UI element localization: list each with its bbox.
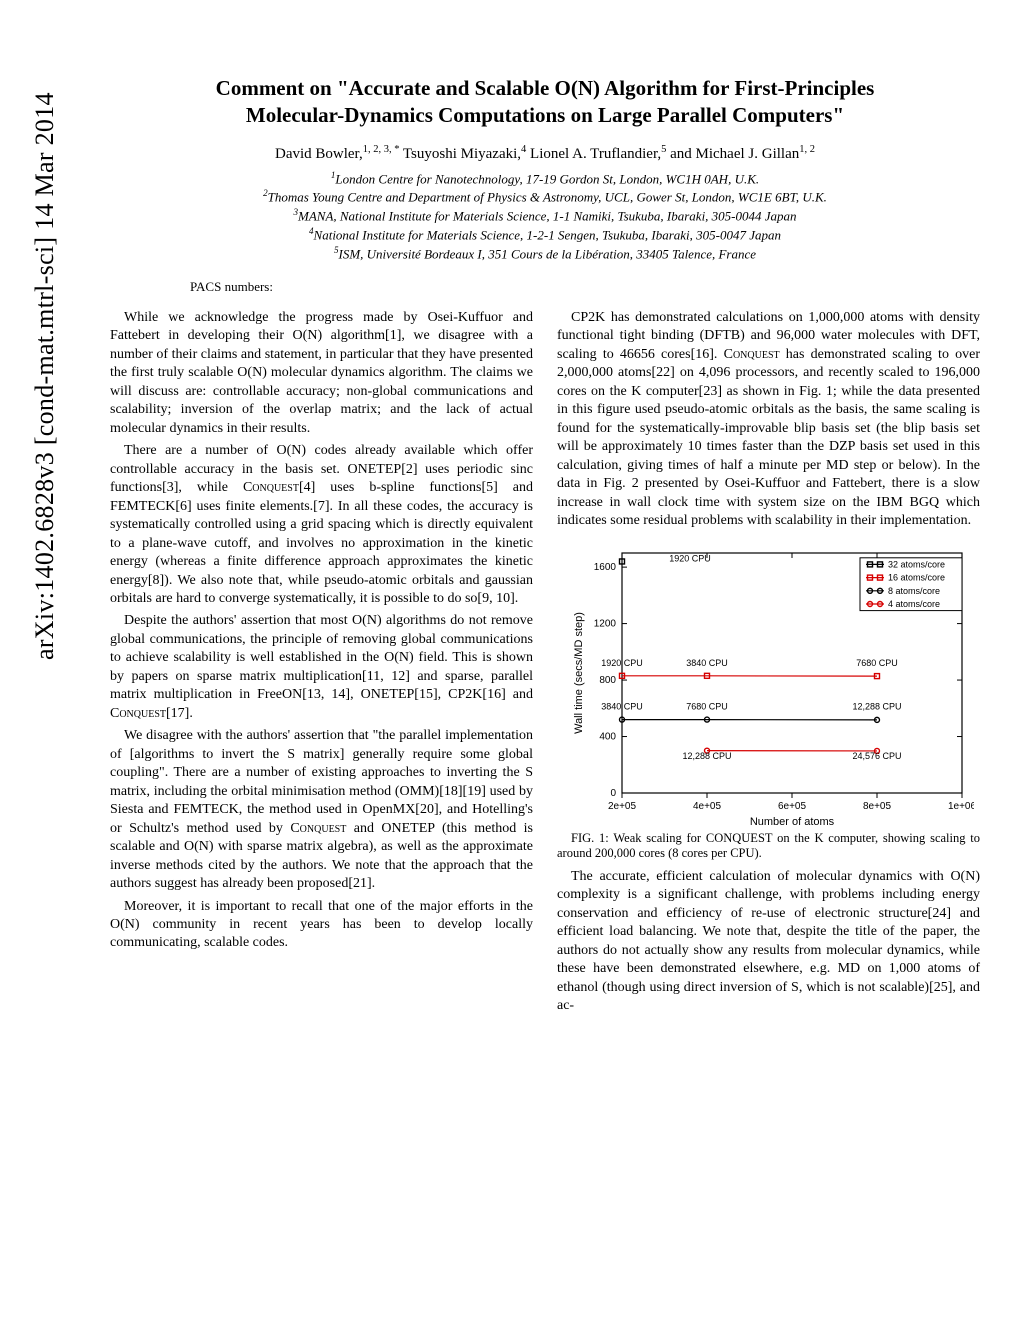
- svg-text:0: 0: [610, 788, 616, 799]
- svg-text:1200: 1200: [593, 618, 616, 629]
- svg-text:24,576 CPU: 24,576 CPU: [852, 751, 901, 761]
- svg-text:3840 CPU: 3840 CPU: [601, 701, 643, 711]
- affiliations: 1London Centre for Nanotechnology, 17-19…: [140, 169, 950, 263]
- figure-1-caption: FIG. 1: Weak scaling for CONQUEST on the…: [557, 831, 980, 862]
- svg-text:Number of atoms: Number of atoms: [749, 816, 834, 828]
- left-column: While we acknowledge the progress made b…: [110, 309, 533, 1020]
- pacs-line: PACS numbers:: [190, 279, 980, 295]
- para-l4: We disagree with the authors' assertion …: [110, 727, 533, 893]
- svg-text:4e+05: 4e+05: [692, 801, 721, 812]
- page-content: Comment on "Accurate and Scalable O(N) A…: [110, 0, 980, 1020]
- title-line-2: Molecular-Dynamics Computations on Large…: [246, 103, 844, 127]
- para-r1: CP2K has demonstrated calculations on 1,…: [557, 309, 980, 531]
- svg-text:4 atoms/core: 4 atoms/core: [888, 599, 940, 609]
- svg-text:3840 CPU: 3840 CPU: [686, 658, 728, 668]
- svg-text:1e+06: 1e+06: [947, 801, 973, 812]
- affil-3: 3MANA, National Institute for Materials …: [140, 206, 950, 225]
- svg-text:6e+05: 6e+05: [777, 801, 806, 812]
- svg-text:16 atoms/core: 16 atoms/core: [888, 572, 945, 582]
- title-line-1: Comment on "Accurate and Scalable O(N) A…: [216, 76, 875, 100]
- svg-text:7680 CPU: 7680 CPU: [856, 658, 898, 668]
- svg-text:1920 CPU: 1920 CPU: [601, 658, 643, 668]
- svg-text:Wall time (secs/MD step): Wall time (secs/MD step): [573, 612, 585, 734]
- para-l2: There are a number of O(N) codes already…: [110, 442, 533, 608]
- right-column: CP2K has demonstrated calculations on 1,…: [557, 309, 980, 1020]
- svg-text:7680 CPU: 7680 CPU: [686, 701, 728, 711]
- svg-text:2e+05: 2e+05: [607, 801, 636, 812]
- para-l1: While we acknowledge the progress made b…: [110, 309, 533, 438]
- svg-text:12,288 CPU: 12,288 CPU: [852, 701, 901, 711]
- affil-4: 4National Institute for Materials Scienc…: [140, 225, 950, 244]
- para-l3: Despite the authors' assertion that most…: [110, 612, 533, 723]
- authors: David Bowler,1, 2, 3, * Tsuyoshi Miyazak…: [110, 144, 980, 163]
- svg-text:400: 400: [599, 731, 616, 742]
- para-l5: Moreover, it is important to recall that…: [110, 898, 533, 953]
- svg-text:8e+05: 8e+05: [862, 801, 891, 812]
- arxiv-stamp: arXiv:1402.6828v3 [cond-mat.mtrl-sci] 14…: [30, 92, 60, 660]
- svg-text:800: 800: [599, 675, 616, 686]
- svg-text:12,288 CPU: 12,288 CPU: [682, 751, 731, 761]
- svg-text:32 atoms/core: 32 atoms/core: [888, 559, 945, 569]
- affil-5: 5ISM, Université Bordeaux I, 351 Cours d…: [140, 244, 950, 263]
- figure-1: 2e+05 4e+05 6e+05 8e+05 1e+06 0 400 800 1200 1600…: [557, 541, 980, 862]
- para-r2: The accurate, efficient calculation of m…: [557, 868, 980, 1016]
- paper-title: Comment on "Accurate and Scalable O(N) A…: [150, 75, 940, 130]
- svg-text:1920 CPU: 1920 CPU: [669, 553, 711, 563]
- affil-1: 1London Centre for Nanotechnology, 17-19…: [140, 169, 950, 188]
- two-column-body: While we acknowledge the progress made b…: [110, 309, 980, 1020]
- weak-scaling-chart: 2e+05 4e+05 6e+05 8e+05 1e+06 0 400 800 1200 1600…: [564, 541, 974, 831]
- affil-2: 2Thomas Young Centre and Department of P…: [140, 187, 950, 206]
- svg-text:8 atoms/core: 8 atoms/core: [888, 585, 940, 595]
- svg-text:1600: 1600: [593, 562, 616, 573]
